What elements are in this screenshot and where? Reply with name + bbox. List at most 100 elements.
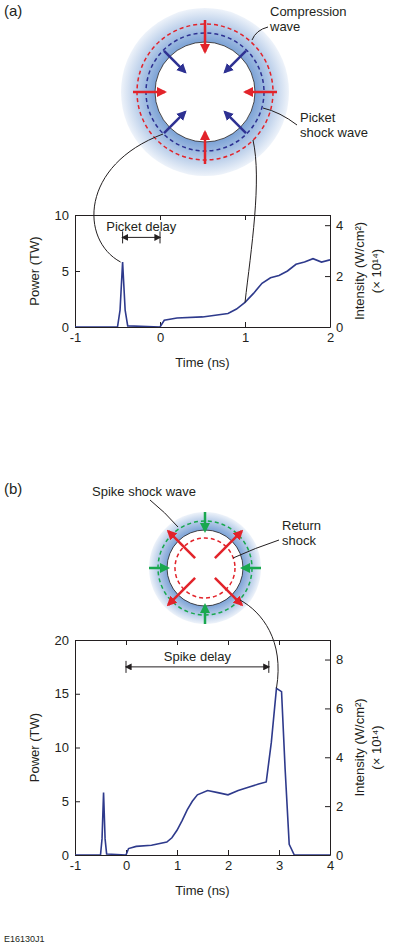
- tick-mark: [245, 322, 246, 327]
- x-axis: -1012: [70, 322, 334, 345]
- tick: 1: [174, 850, 181, 873]
- tick-mark: [75, 748, 80, 749]
- tick-mark: [75, 327, 80, 328]
- tick-mark: [75, 271, 80, 272]
- tick-mark: [228, 640, 229, 645]
- leader-line: [94, 134, 163, 262]
- text-line: wave: [269, 19, 300, 34]
- wave-arrow: [245, 91, 277, 94]
- figure: (a)CompressionwavePicketshock wave-10120…: [0, 0, 412, 950]
- wave-arrow: [225, 112, 246, 133]
- delay-bound: [126, 661, 127, 673]
- tick: 2: [225, 850, 232, 873]
- delay-arrow: [126, 666, 269, 667]
- axis-line: [76, 327, 331, 328]
- pulse-line: [75, 259, 330, 327]
- y2-axis-title: (× 10¹⁴): [369, 249, 384, 293]
- panel: (b)Spike shock waveReturnshock-101234051…: [4, 480, 384, 898]
- wave-arrow: [204, 512, 207, 531]
- annotation-label: Picket delay: [106, 219, 177, 234]
- tick: 0: [62, 848, 80, 863]
- tick: 2: [325, 269, 343, 284]
- delay-arrow: [123, 237, 160, 238]
- y-axis-title: Power (TW): [27, 713, 42, 782]
- axis-line: [76, 855, 331, 856]
- tick-label: 20: [55, 633, 69, 648]
- y-axis: 05101520: [55, 633, 80, 863]
- tick-mark: [75, 215, 80, 216]
- wave-arrow: [204, 605, 207, 624]
- tick: 3: [276, 850, 283, 873]
- tick-mark: [325, 276, 330, 277]
- wave-arrow: [168, 578, 195, 605]
- tick: [245, 215, 246, 220]
- tick: [228, 640, 229, 645]
- axis-line: [76, 640, 331, 641]
- tick-mark: [245, 215, 246, 220]
- tick: 4: [325, 218, 343, 233]
- text-line: Return: [282, 518, 321, 533]
- figure-id: E16130J1: [4, 934, 45, 944]
- wave-arrow: [204, 132, 207, 164]
- tick-mark: [228, 850, 229, 855]
- tick-mark: [75, 855, 80, 856]
- tick-mark: [177, 640, 178, 645]
- y2-axis: 0 2 4: [325, 216, 343, 335]
- wave-front: [158, 521, 252, 615]
- tick-label: 8: [336, 652, 343, 667]
- tick: [177, 640, 178, 645]
- tick-label: 3: [276, 858, 283, 873]
- tick-label: 0: [336, 320, 343, 335]
- diagram-label: Compressionwave: [269, 4, 347, 34]
- text-line: Picket: [300, 110, 336, 125]
- text-line: shock wave: [300, 125, 368, 140]
- tick-label: 4: [327, 858, 334, 873]
- tick-label: 15: [55, 686, 69, 701]
- tick: 2: [325, 799, 343, 814]
- x-axis-title: Time (ns): [175, 355, 229, 370]
- text-line: shock: [282, 533, 316, 548]
- tick-mark: [325, 225, 330, 226]
- tick-mark: [75, 801, 80, 802]
- tick-mark: [75, 640, 80, 641]
- tick-label: 0: [123, 858, 130, 873]
- tick: 0: [325, 848, 343, 863]
- shell: [121, 8, 289, 176]
- panel-label: (b): [4, 480, 22, 497]
- tick-label: -1: [70, 330, 82, 345]
- tick-label: 0: [336, 848, 343, 863]
- tick: 4: [325, 750, 343, 765]
- wave-arrow: [149, 567, 168, 570]
- tick-mark: [126, 640, 127, 645]
- plot-area: [75, 661, 330, 855]
- tick: 15: [55, 686, 80, 701]
- tick-label: 5: [62, 794, 69, 809]
- tick: 1: [242, 322, 249, 345]
- tick-mark: [279, 850, 280, 855]
- tick: [279, 640, 280, 645]
- y2-axis-title: (× 10¹⁴): [369, 725, 384, 769]
- y-axis: 0510: [55, 208, 80, 335]
- x-axis-top: [76, 640, 331, 645]
- tick-label: 0: [62, 320, 69, 335]
- tick: 5: [62, 794, 80, 809]
- tick-mark: [279, 640, 280, 645]
- leader-line: [240, 600, 278, 688]
- wave-arrow: [164, 51, 185, 72]
- plot-area: [75, 231, 330, 327]
- pulse-line: [75, 688, 330, 855]
- inner-surface: [155, 42, 255, 142]
- axis-line: [330, 641, 331, 856]
- tick: 0: [62, 320, 80, 335]
- wave-arrow: [204, 20, 207, 52]
- tick: 8: [325, 652, 343, 667]
- y-axis-title: Power (TW): [27, 236, 42, 305]
- shell: [149, 512, 261, 624]
- wave-arrow: [242, 567, 261, 570]
- label-leader: [150, 500, 178, 527]
- tick-mark: [177, 850, 178, 855]
- tick-label: 2: [336, 269, 343, 284]
- tick-label: -1: [70, 858, 82, 873]
- wave-arrow: [225, 51, 246, 72]
- tick-label: 4: [336, 218, 343, 233]
